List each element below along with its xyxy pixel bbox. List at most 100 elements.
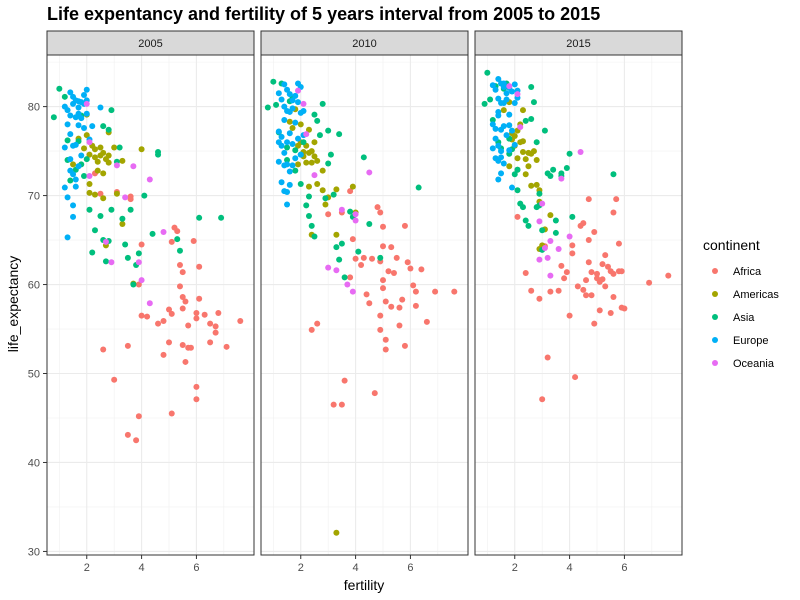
data-point bbox=[552, 229, 559, 236]
data-point bbox=[75, 110, 82, 117]
data-point bbox=[124, 254, 131, 261]
facet-strip-label: 2015 bbox=[566, 38, 590, 50]
data-point bbox=[83, 156, 90, 163]
data-point bbox=[155, 320, 162, 327]
data-point bbox=[64, 137, 71, 144]
y-tick-label: 40 bbox=[28, 457, 40, 469]
data-point bbox=[119, 157, 126, 164]
data-point bbox=[380, 285, 387, 292]
legend: continent Africa Americas Asia Europe Oceani… bbox=[703, 237, 779, 370]
data-point bbox=[286, 91, 293, 98]
data-point bbox=[536, 295, 543, 302]
data-point bbox=[319, 187, 326, 194]
data-point bbox=[558, 262, 565, 269]
data-point bbox=[297, 181, 304, 188]
data-point bbox=[108, 259, 115, 266]
data-point bbox=[580, 220, 587, 227]
x-tick-label: 6 bbox=[193, 562, 199, 574]
data-point bbox=[528, 287, 535, 294]
data-point bbox=[547, 237, 554, 244]
data-point bbox=[308, 326, 315, 333]
data-point bbox=[116, 144, 123, 151]
data-point bbox=[78, 152, 85, 159]
data-point bbox=[341, 377, 348, 384]
data-point bbox=[374, 204, 381, 211]
data-point bbox=[138, 146, 145, 153]
data-point bbox=[500, 123, 507, 130]
data-point bbox=[187, 344, 194, 351]
data-point bbox=[289, 105, 296, 112]
data-point bbox=[336, 256, 343, 263]
data-point bbox=[105, 126, 112, 133]
y-axis-title: life_expectancy bbox=[5, 256, 21, 353]
legend-label: Africa bbox=[733, 266, 762, 278]
data-point bbox=[119, 215, 126, 222]
data-point bbox=[311, 233, 318, 240]
data-point bbox=[278, 179, 285, 186]
data-point bbox=[130, 163, 137, 170]
data-point bbox=[363, 291, 370, 298]
data-point bbox=[347, 188, 354, 195]
data-point bbox=[610, 293, 617, 300]
data-point bbox=[289, 124, 296, 131]
data-point bbox=[119, 221, 126, 228]
panel-2015: 2015 2 4 6 bbox=[474, 30, 683, 574]
data-point bbox=[322, 201, 329, 208]
data-point bbox=[349, 183, 356, 190]
data-point bbox=[514, 187, 521, 194]
data-point bbox=[322, 195, 329, 202]
data-point bbox=[517, 124, 524, 131]
data-point bbox=[83, 100, 90, 107]
series-africa bbox=[308, 188, 458, 408]
data-point bbox=[352, 217, 359, 224]
data-point bbox=[81, 172, 88, 179]
data-point bbox=[289, 97, 296, 104]
data-point bbox=[286, 130, 293, 137]
data-point bbox=[56, 85, 63, 92]
data-point bbox=[67, 89, 74, 96]
data-point bbox=[311, 111, 318, 118]
data-point bbox=[86, 206, 93, 213]
data-point bbox=[284, 139, 291, 146]
data-point bbox=[588, 269, 595, 276]
data-point bbox=[377, 326, 384, 333]
data-point bbox=[319, 100, 326, 107]
data-point bbox=[97, 213, 104, 220]
data-point bbox=[124, 342, 131, 349]
data-point bbox=[511, 81, 518, 88]
data-point bbox=[602, 252, 609, 259]
data-point bbox=[380, 243, 387, 250]
data-point bbox=[401, 222, 408, 229]
data-point bbox=[289, 162, 296, 169]
data-point bbox=[558, 175, 565, 182]
data-point bbox=[292, 167, 299, 174]
data-point bbox=[108, 107, 115, 114]
data-point bbox=[506, 163, 513, 170]
chart-title: Life expentancy and fertility of 5 years… bbox=[47, 4, 601, 24]
series-europe bbox=[275, 80, 307, 208]
data-point bbox=[396, 304, 403, 311]
data-point bbox=[522, 217, 529, 224]
data-point bbox=[305, 213, 312, 220]
data-point bbox=[327, 151, 334, 158]
data-point bbox=[64, 107, 71, 114]
data-point bbox=[314, 157, 321, 164]
data-point bbox=[146, 176, 153, 183]
data-point bbox=[591, 320, 598, 327]
data-point bbox=[615, 240, 622, 247]
x-tick-label: 2 bbox=[512, 562, 518, 574]
data-point bbox=[333, 529, 340, 536]
data-point bbox=[196, 263, 203, 270]
data-point bbox=[533, 204, 540, 211]
data-point bbox=[135, 281, 142, 288]
data-point bbox=[83, 132, 90, 139]
data-point bbox=[336, 131, 343, 138]
data-point bbox=[338, 206, 345, 213]
data-point bbox=[396, 322, 403, 329]
data-point bbox=[347, 274, 354, 281]
data-point bbox=[144, 313, 151, 320]
data-point bbox=[509, 127, 516, 134]
data-point bbox=[295, 161, 302, 168]
data-point bbox=[168, 310, 175, 317]
data-point bbox=[325, 127, 332, 134]
